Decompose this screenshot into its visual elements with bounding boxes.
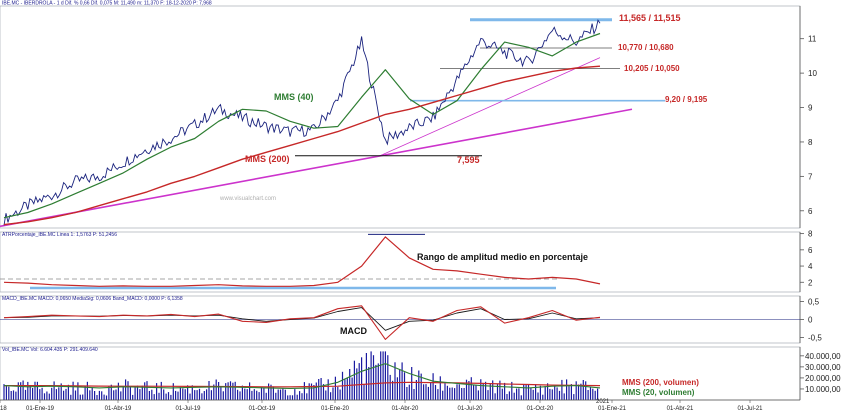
series-line-vol-mms200 — [4, 381, 601, 388]
atr-tick-label: 8 — [808, 230, 813, 239]
price-tick-label: 6 — [808, 207, 813, 216]
series-line-mms40 — [3, 32, 601, 219]
x-tick-label: 01-Ene-21 — [598, 406, 627, 412]
year-marker: 2021 — [596, 399, 610, 405]
atr-tick-label: 4 — [808, 262, 813, 271]
series-line-vol-mms20 — [3, 363, 601, 389]
volume-tick-label: 10.000,00 — [805, 385, 841, 394]
series-line-macd — [3, 305, 601, 340]
annotation-level-10205: 10,205 / 10,050 — [624, 64, 680, 73]
long-trendline — [0, 108, 633, 228]
volume-tick-label: 40.000,00 — [805, 352, 841, 361]
legend-vol-mms200: MMS (200, volumen) — [622, 378, 699, 387]
macd-tick-label: -0,5 — [808, 334, 822, 343]
series-line-mms200 — [3, 65, 601, 226]
annotation-level-10770: 10,770 / 10,680 — [618, 43, 674, 52]
macd-header: MACD_IBE.MC MACD: 0,0650 MediaSig: 0,060… — [2, 296, 183, 302]
x-tick-label: 01-Abr-21 — [667, 406, 694, 412]
pane-frame-0 — [0, 5, 801, 229]
x-tick-label: 01-Oct-20 — [527, 406, 554, 412]
legend-vol-mms20: MMS (20, volumen) — [622, 388, 695, 397]
price-tick-label: 8 — [808, 138, 813, 147]
volume-tick-label: 20.000,00 — [805, 374, 841, 383]
x-tick-label: 01-Ene-19 — [26, 406, 55, 412]
macd-tick-label: 0 — [808, 316, 813, 325]
price-tick-label: 9 — [808, 104, 813, 113]
series-line-atr — [3, 236, 601, 287]
x-tick-label: 01-Ene-20 — [321, 406, 350, 412]
annotation-atr: Rango de amplitud medio en porcentaje — [417, 252, 588, 262]
price-tick-label: 11 — [808, 35, 817, 44]
annotation-mms200: MMS (200) — [245, 154, 290, 164]
annotation-macd: MACD — [340, 326, 367, 336]
x-tick-label: 01-Abr-19 — [105, 406, 132, 412]
x-tick-label: 01-Jul-21 — [737, 406, 763, 412]
x-tick-label: 01-Oct-19 — [249, 406, 276, 412]
atr-tick-label: 2 — [808, 278, 813, 287]
macd-tick-label: 0,5 — [808, 297, 820, 306]
price-tick-label: 7 — [808, 172, 813, 181]
annotation-level-920: 9,20 / 9,195 — [665, 95, 708, 104]
atr-tick-label: 6 — [808, 246, 813, 255]
x-tick-label: 01-Jul-20 — [457, 406, 483, 412]
x-tick-label: 18 — [0, 406, 7, 412]
annotation-level-7595: 7,595 — [457, 155, 480, 165]
x-tick-label: 01-Abr-20 — [392, 406, 419, 412]
volume-tick-label: 30.000,00 — [805, 363, 841, 372]
price-header: IBE.MC - IBERDROLA - 1 d Dif. % 0,66 Dif… — [2, 1, 212, 7]
short-trendline — [379, 57, 601, 157]
annotation-mms40: MMS (40) — [274, 92, 314, 102]
pane-frame-1 — [0, 231, 801, 293]
atr-header: ATRPorcentaje_IBE.MC Linea 1: 1,5763 P: … — [2, 232, 117, 238]
annotation-level-11565: 11,565 / 11,515 — [619, 13, 681, 23]
price-tick-label: 10 — [808, 69, 817, 78]
watermark: www.visualchart.com — [219, 196, 276, 202]
volume-header: Vol_IBE.MC Vol: 6.604.435 P: 291.409.640 — [2, 347, 98, 353]
x-tick-label: 01-Jul-19 — [175, 406, 201, 412]
